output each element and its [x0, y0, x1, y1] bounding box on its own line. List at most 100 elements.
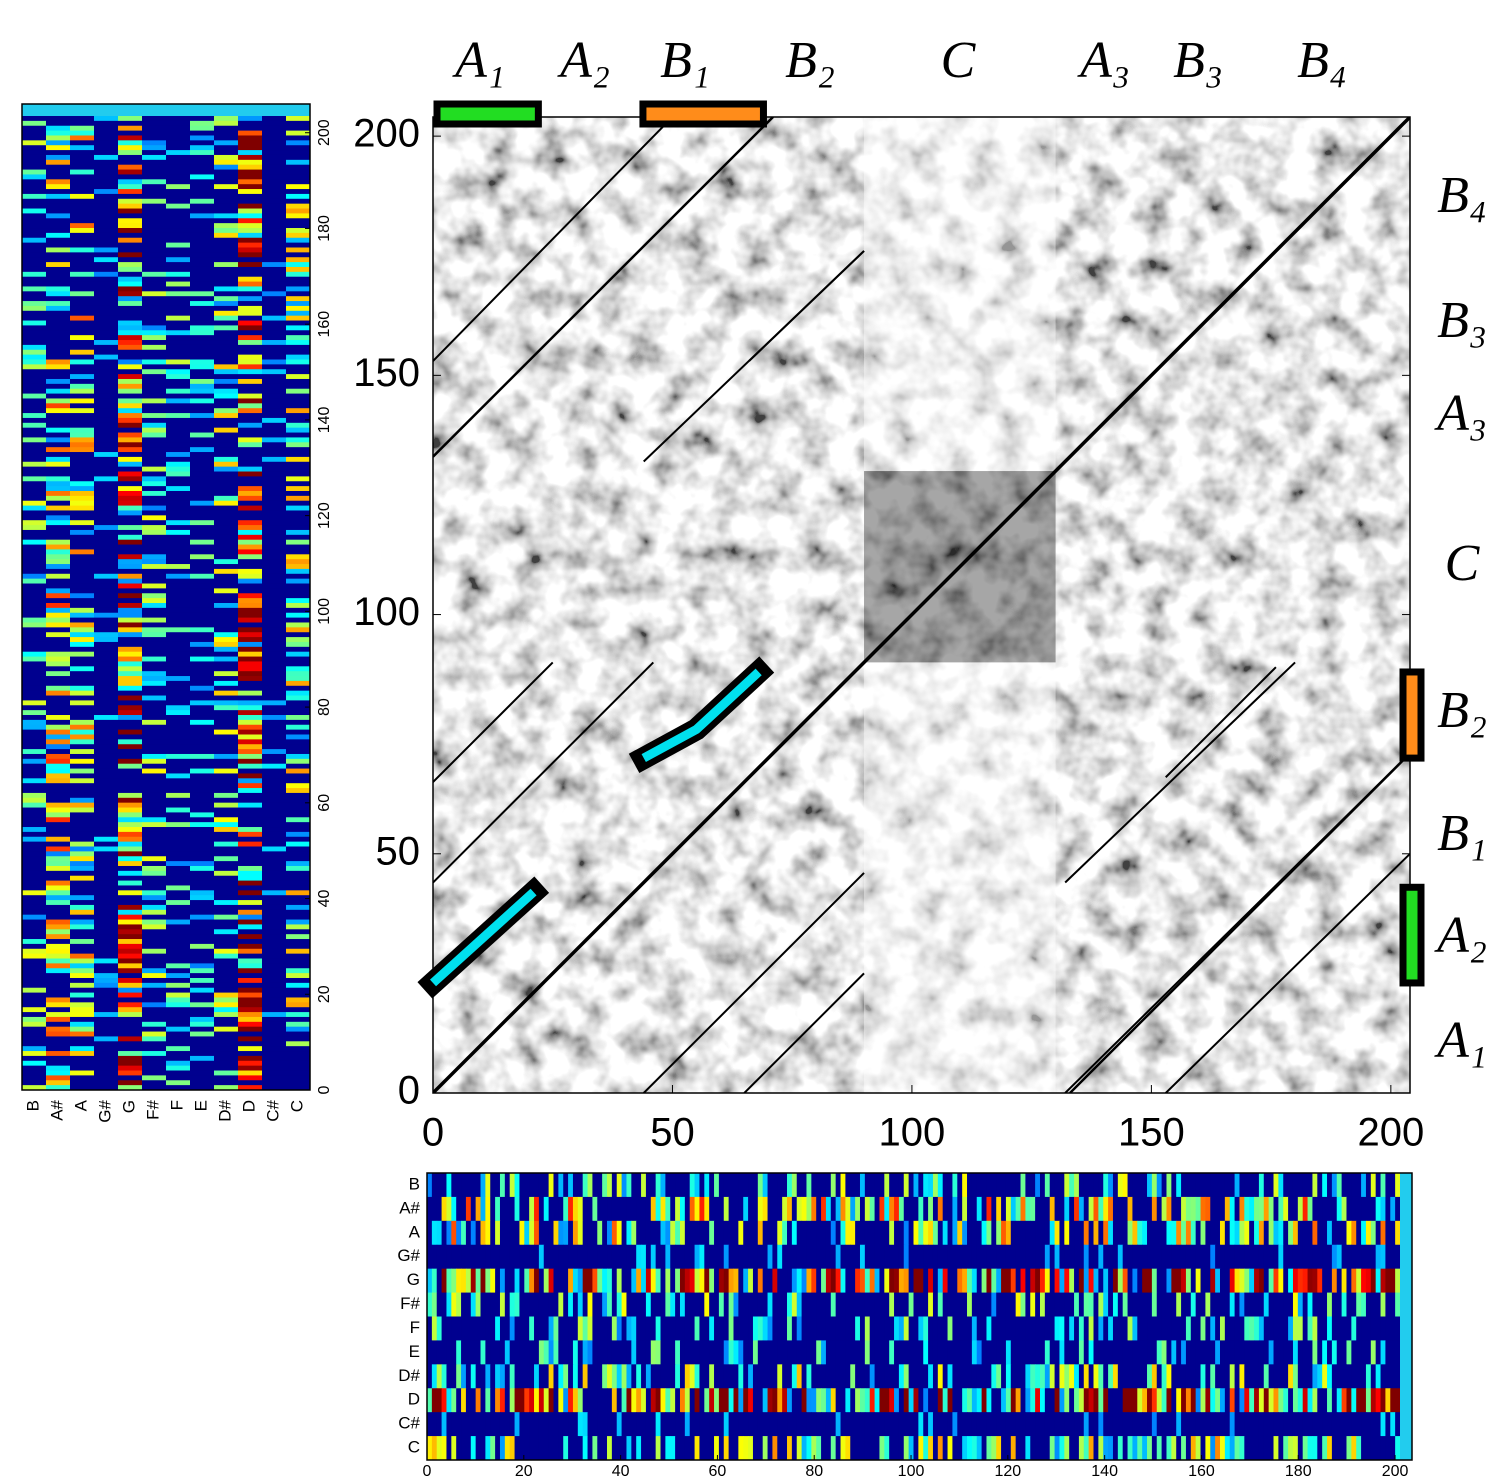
- chroma-cell: [190, 968, 215, 973]
- chroma-cell: [46, 433, 71, 438]
- chroma-cell: [190, 209, 215, 214]
- chroma-cell: [238, 170, 263, 175]
- chroma-cell: [286, 759, 311, 764]
- chroma-cell: [1312, 1173, 1317, 1197]
- chroma-cell: [46, 588, 71, 593]
- chroma-cell: [782, 1293, 787, 1317]
- chroma-cell: [1215, 1293, 1220, 1317]
- chroma-cell: [190, 1046, 215, 1051]
- chroma-cell: [821, 1197, 826, 1221]
- x-tick-label: 60: [709, 1463, 727, 1478]
- chroma-cell: [1385, 1173, 1390, 1197]
- chroma-cell: [214, 194, 239, 199]
- chroma-cell: [214, 569, 239, 574]
- chroma-cell: [238, 900, 263, 905]
- chroma-cell: [238, 700, 263, 705]
- chroma-cell: [442, 1173, 447, 1197]
- chroma-cell: [534, 1412, 539, 1436]
- chroma-cell: [695, 1364, 700, 1388]
- chroma-cell: [524, 1317, 529, 1341]
- chroma-cell: [142, 506, 167, 511]
- chroma-cell: [432, 1340, 437, 1364]
- chroma-cell: [46, 520, 71, 525]
- chroma-cell: [286, 739, 311, 744]
- chroma-cell: [142, 1012, 167, 1017]
- chroma-cell: [646, 1245, 651, 1269]
- chroma-cell: [617, 1221, 622, 1245]
- chroma-cell: [214, 140, 239, 145]
- chroma-cell: [899, 1317, 904, 1341]
- chroma-cell: [928, 1317, 933, 1341]
- chroma-cell: [262, 140, 287, 145]
- chroma-cell: [94, 282, 119, 287]
- chroma-cell: [865, 1317, 870, 1341]
- chroma-cell: [704, 1221, 709, 1245]
- chroma-cell: [1308, 1293, 1313, 1317]
- chroma-cell: [118, 632, 143, 637]
- chroma-cell: [94, 652, 119, 657]
- chroma-cell: [190, 530, 215, 535]
- chroma-cell: [733, 1364, 738, 1388]
- chroma-cell: [94, 924, 119, 929]
- chroma-cell: [1113, 1388, 1118, 1412]
- chroma-cell: [286, 1017, 311, 1022]
- chroma-cell: [588, 1364, 593, 1388]
- chroma-cell: [70, 467, 95, 472]
- chroma-cell: [46, 457, 71, 462]
- chroma-cell: [1123, 1221, 1128, 1245]
- chroma-cell: [70, 618, 95, 623]
- chroma-cell: [94, 579, 119, 584]
- chroma-cell: [142, 915, 167, 920]
- chroma-cell: [166, 710, 191, 715]
- chroma-cell: [695, 1197, 700, 1221]
- chroma-cell: [962, 1293, 967, 1317]
- chroma-cell: [118, 613, 143, 618]
- chroma-cell: [539, 1293, 544, 1317]
- chroma-cell: [1118, 1412, 1123, 1436]
- chroma-cell: [238, 160, 263, 165]
- chroma-cell: [1385, 1317, 1390, 1341]
- chroma-cell: [166, 267, 191, 272]
- chroma-cell: [1030, 1436, 1035, 1460]
- chroma-cell: [982, 1412, 987, 1436]
- chroma-cell: [46, 272, 71, 277]
- chroma-cell: [602, 1436, 607, 1460]
- chroma-cell: [94, 252, 119, 257]
- chroma-cell: [166, 160, 191, 165]
- chroma-cell: [22, 316, 47, 321]
- chroma-cell: [214, 316, 239, 321]
- chroma-cell: [190, 769, 215, 774]
- chroma-cell: [190, 384, 215, 389]
- chroma-cell: [190, 910, 215, 915]
- chroma-cell: [166, 934, 191, 939]
- chroma-cell: [22, 540, 47, 545]
- chroma-cell: [1055, 1412, 1060, 1436]
- chroma-cell: [1351, 1197, 1356, 1221]
- chroma-cell: [46, 890, 71, 895]
- pitch-label: F: [410, 1318, 420, 1337]
- chroma-cell: [238, 340, 263, 345]
- chroma-cell: [286, 1007, 311, 1012]
- chroma-cell: [214, 652, 239, 657]
- chroma-cell: [238, 291, 263, 296]
- chroma-cell: [841, 1245, 846, 1269]
- chroma-cell: [238, 579, 263, 584]
- chroma-cell: [190, 949, 215, 954]
- chroma-cell: [262, 715, 287, 720]
- chroma-cell: [22, 910, 47, 915]
- chroma-cell: [262, 973, 287, 978]
- chroma-cell: [46, 418, 71, 423]
- chroma-cell: [262, 993, 287, 998]
- chroma-cell: [1074, 1436, 1079, 1460]
- chroma-cell: [238, 325, 263, 330]
- chroma-cell: [617, 1293, 622, 1317]
- chroma-cell: [1084, 1269, 1089, 1293]
- chroma-cell: [1361, 1340, 1366, 1364]
- chroma-cell: [142, 291, 167, 296]
- chroma-cell: [1205, 1173, 1210, 1197]
- chroma-cell: [142, 350, 167, 355]
- chroma-cell: [118, 900, 143, 905]
- chroma-cell: [505, 1340, 510, 1364]
- chroma-cell: [656, 1269, 661, 1293]
- chroma-cell: [446, 1364, 451, 1388]
